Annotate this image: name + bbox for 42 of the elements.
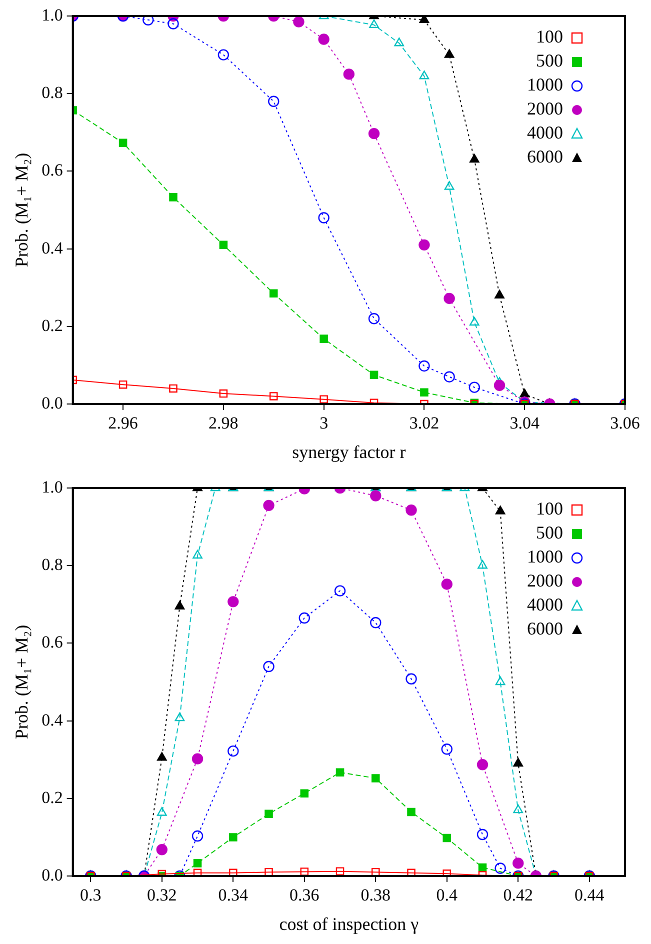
legend-label: 100 — [536, 498, 563, 519]
y-tick-label: 0.2 — [42, 316, 63, 335]
y-tick-label: 1.0 — [42, 5, 63, 24]
legend-label: 500 — [536, 50, 563, 71]
x-tick-label: 2.96 — [108, 414, 138, 433]
y-tick-label: 0.8 — [42, 83, 63, 102]
x-tick-label: 2.98 — [208, 414, 238, 433]
x-tick-label: 3 — [320, 414, 328, 433]
y-tick-label: 1.0 — [42, 477, 63, 496]
y-axis-title: Prob. (M₁+ M₂) — [12, 152, 32, 268]
y-tick-label: 0.4 — [42, 238, 64, 258]
x-tick-label: 0.32 — [147, 886, 177, 905]
legend-label: 500 — [536, 522, 563, 543]
x-tick-label: 0.4 — [436, 886, 458, 905]
y-tick-label: 0.2 — [42, 788, 63, 807]
legend-label: 1000 — [527, 546, 563, 567]
x-tick-label: 0.38 — [360, 886, 391, 905]
x-tick-label: 3.02 — [409, 414, 440, 433]
legend-label: 100 — [536, 26, 563, 47]
y-tick-label: 0.6 — [42, 160, 63, 180]
x-axis-title: cost of inspection γ — [279, 914, 419, 934]
x-tick-label: 0.44 — [574, 886, 605, 905]
y-tick-label: 0.0 — [42, 865, 63, 884]
legend-label: 6000 — [527, 618, 563, 639]
legend-label: 4000 — [527, 594, 563, 615]
x-tick-label: 0.42 — [503, 886, 534, 905]
y-tick-label: 0.0 — [42, 393, 63, 412]
y-tick-label: 0.4 — [42, 710, 64, 730]
legend-label: 6000 — [527, 146, 563, 167]
x-tick-label: 0.34 — [218, 886, 249, 905]
y-tick-label: 0.8 — [42, 555, 63, 574]
y-tick-label: 0.6 — [42, 632, 63, 652]
x-tick-label: 0.36 — [290, 886, 320, 905]
legend-label: 2000 — [527, 570, 563, 591]
legend-label: 1000 — [527, 74, 563, 95]
x-tick-label: 0.3 — [80, 886, 102, 905]
legend-label: 2000 — [527, 98, 563, 119]
x-tick-label: 3.04 — [510, 414, 540, 433]
x-tick-label: 3.06 — [610, 414, 640, 433]
legend-label: 4000 — [527, 122, 563, 143]
y-axis-title: Prob. (M₁+ M₂) — [12, 624, 32, 740]
x-axis-title: synergy factor r — [292, 442, 406, 462]
